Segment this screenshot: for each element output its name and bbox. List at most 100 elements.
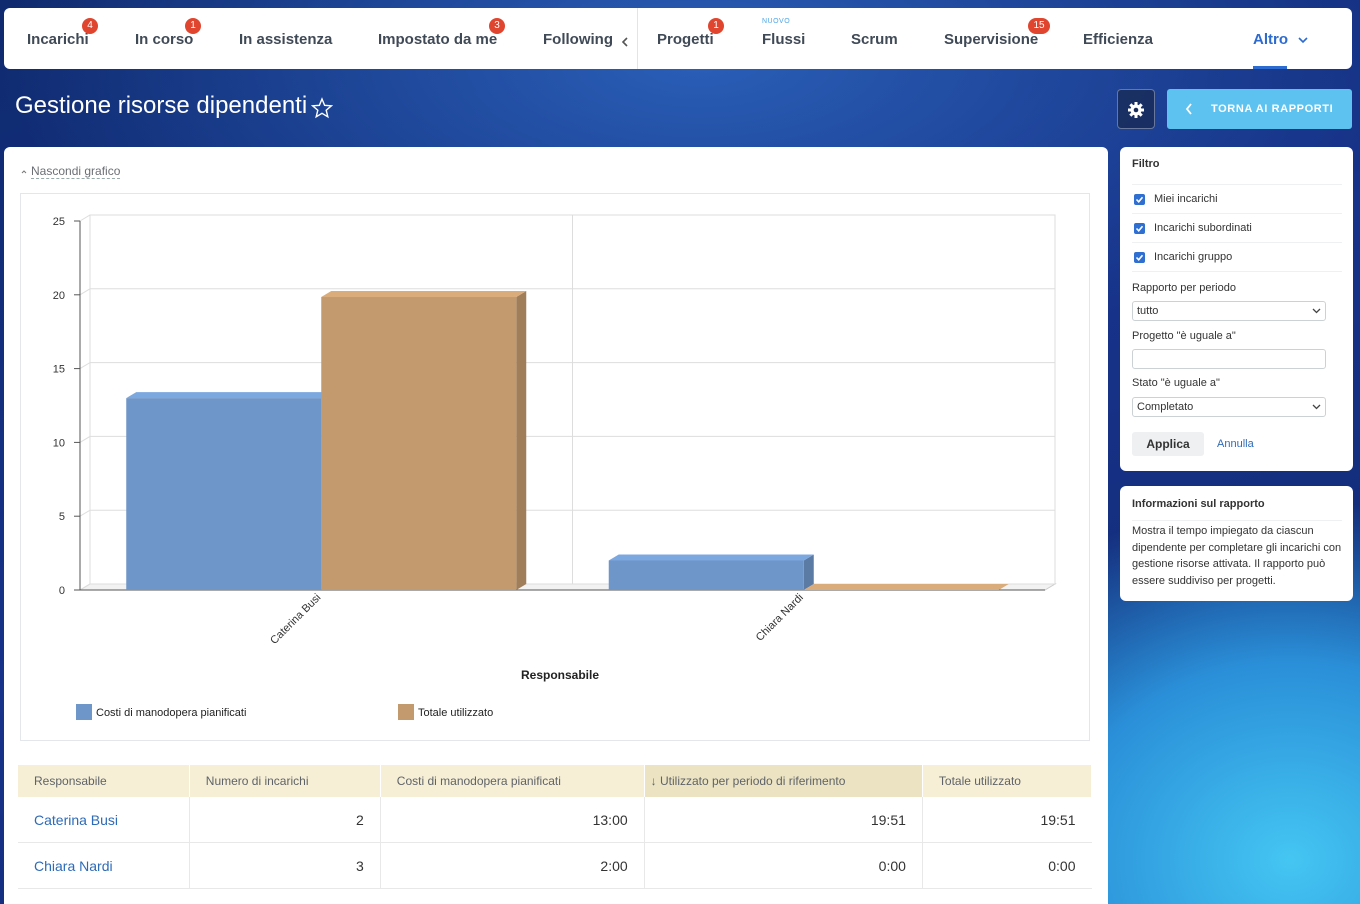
hide-chart-link[interactable]: Nascondi grafico bbox=[31, 164, 120, 179]
column-header[interactable]: Costi di manodopera pianificati bbox=[380, 765, 644, 797]
new-tag: NUOVO bbox=[762, 18, 790, 26]
y-tick-label: 25 bbox=[53, 216, 65, 228]
nav-item[interactable]: Progetti1 bbox=[657, 8, 714, 69]
table-cell: 19:51 bbox=[644, 797, 922, 843]
nav-label: In assistenza bbox=[239, 31, 332, 48]
table-row: Caterina Busi213:0019:5119:51 bbox=[18, 797, 1092, 843]
column-header[interactable]: Totale utilizzato bbox=[922, 765, 1091, 797]
column-header[interactable]: ↓ Utilizzato per periodo di riferimento bbox=[644, 765, 922, 797]
bar-side bbox=[804, 554, 814, 590]
project-input[interactable] bbox=[1132, 349, 1326, 369]
divider bbox=[637, 8, 638, 69]
nav-item[interactable]: FlussiNUOVO bbox=[762, 8, 805, 69]
nav-label: Impostato da me bbox=[378, 31, 497, 48]
page-title: Gestione risorse dipendenti bbox=[15, 92, 307, 120]
y-tick-label: 0 bbox=[59, 585, 65, 597]
bar-side bbox=[516, 291, 526, 590]
table-cell: 2:00 bbox=[380, 843, 644, 889]
table-cell: 13:00 bbox=[380, 797, 644, 843]
table-cell: 2 bbox=[189, 797, 380, 843]
top-nav: Incarichi4 In corso1 In assistenza Impos… bbox=[4, 8, 1352, 69]
info-panel: Informazioni sul rapporto Mostra il temp… bbox=[1120, 486, 1353, 601]
column-header[interactable]: Responsabile bbox=[18, 765, 189, 797]
nav-item[interactable]: Scrum bbox=[851, 8, 898, 69]
separator bbox=[1132, 271, 1342, 272]
back-button[interactable]: TORNA AI RAPPORTI bbox=[1167, 89, 1352, 129]
report-table: ResponsabileNumero di incarichiCosti di … bbox=[18, 765, 1092, 889]
nav-label: Following bbox=[543, 31, 613, 48]
y-tick-label: 20 bbox=[53, 290, 65, 302]
separator bbox=[1132, 184, 1342, 185]
checkbox[interactable] bbox=[1134, 223, 1145, 234]
employee-link[interactable]: Caterina Busi bbox=[18, 797, 189, 843]
info-title: Informazioni sul rapporto bbox=[1132, 498, 1265, 510]
legend-label: Costi di manodopera pianificati bbox=[96, 707, 246, 719]
nav-item[interactable]: Supervisione15 bbox=[944, 8, 1038, 69]
separator bbox=[1132, 213, 1342, 214]
chart-container: 0510152025Caterina BusiChiara NardiRespo… bbox=[20, 193, 1090, 741]
nav-item[interactable]: Following bbox=[543, 8, 613, 69]
filter-panel: Filtro Miei incarichiIncarichi subordina… bbox=[1120, 147, 1353, 471]
scroll-left[interactable] bbox=[621, 36, 629, 48]
y-tick-label: 15 bbox=[53, 364, 65, 376]
select-arrow bbox=[1312, 403, 1321, 411]
nav-item[interactable]: In corso1 bbox=[135, 8, 193, 69]
table-cell: 19:51 bbox=[922, 797, 1091, 843]
table-cell: 0:00 bbox=[644, 843, 922, 889]
checkbox[interactable] bbox=[1134, 194, 1145, 205]
nav-item[interactable]: Impostato da me3 bbox=[378, 8, 497, 69]
field-label: Stato "è uguale a" bbox=[1132, 377, 1220, 389]
separator bbox=[1132, 242, 1342, 243]
gear-icon bbox=[1118, 90, 1154, 128]
nav-label: Progetti bbox=[657, 31, 714, 48]
table-body: Caterina Busi213:0019:5119:51Chiara Nard… bbox=[18, 797, 1092, 889]
state-select[interactable]: Completato bbox=[1132, 397, 1326, 417]
info-text: Mostra il tempo impiegato da ciascun dip… bbox=[1132, 523, 1344, 589]
table-row: Chiara Nardi32:000:000:00 bbox=[18, 843, 1092, 889]
badge: 3 bbox=[489, 18, 505, 34]
checkbox[interactable] bbox=[1134, 252, 1145, 263]
select-value: Completato bbox=[1137, 401, 1193, 413]
table-cell: 3 bbox=[189, 843, 380, 889]
legend-label: Totale utilizzato bbox=[418, 707, 493, 719]
favorite-star[interactable] bbox=[311, 97, 333, 119]
cancel-link[interactable]: Annulla bbox=[1217, 438, 1254, 450]
badge: 1 bbox=[708, 18, 724, 34]
table-header: ResponsabileNumero di incarichiCosti di … bbox=[18, 765, 1092, 797]
column-header[interactable]: Numero di incarichi bbox=[189, 765, 380, 797]
nav-item-active[interactable]: Altro bbox=[1253, 8, 1308, 69]
x-tick-label: Chiara Nardi bbox=[754, 592, 806, 644]
bar-top bbox=[609, 554, 814, 560]
select-arrow bbox=[1312, 307, 1321, 315]
nav-item[interactable]: Efficienza bbox=[1083, 8, 1153, 69]
checkbox-label: Incarichi gruppo bbox=[1154, 251, 1232, 263]
bar bbox=[126, 398, 321, 590]
table-cell: 0:00 bbox=[922, 843, 1091, 889]
x-axis-title: Responsabile bbox=[521, 668, 599, 682]
legend-swatch bbox=[398, 704, 414, 720]
y-tick-label: 10 bbox=[53, 437, 65, 449]
apply-button[interactable]: Applica bbox=[1132, 432, 1204, 456]
collapse-caret bbox=[21, 169, 27, 175]
checkbox-label: Incarichi subordinati bbox=[1154, 222, 1252, 234]
chevron-left bbox=[1185, 103, 1193, 115]
bar-top bbox=[126, 392, 331, 398]
period-select[interactable]: tutto bbox=[1132, 301, 1326, 321]
active-underline bbox=[1253, 66, 1287, 69]
separator bbox=[1132, 520, 1342, 521]
nav-item[interactable]: Incarichi4 bbox=[27, 8, 89, 69]
check-mark bbox=[1134, 223, 1145, 234]
nav-item[interactable]: In assistenza bbox=[239, 8, 332, 69]
back-label: TORNA AI RAPPORTI bbox=[1211, 89, 1333, 129]
chart: 0510152025Caterina BusiChiara NardiRespo… bbox=[21, 194, 1089, 740]
bar-top bbox=[804, 584, 1009, 590]
nav-label: In corso bbox=[135, 31, 193, 48]
select-value: tutto bbox=[1137, 305, 1158, 317]
filter-title: Filtro bbox=[1132, 158, 1160, 170]
settings-button[interactable] bbox=[1117, 89, 1155, 129]
bar bbox=[321, 297, 516, 590]
field-label: Rapporto per periodo bbox=[1132, 282, 1236, 294]
employee-link[interactable]: Chiara Nardi bbox=[18, 843, 189, 889]
